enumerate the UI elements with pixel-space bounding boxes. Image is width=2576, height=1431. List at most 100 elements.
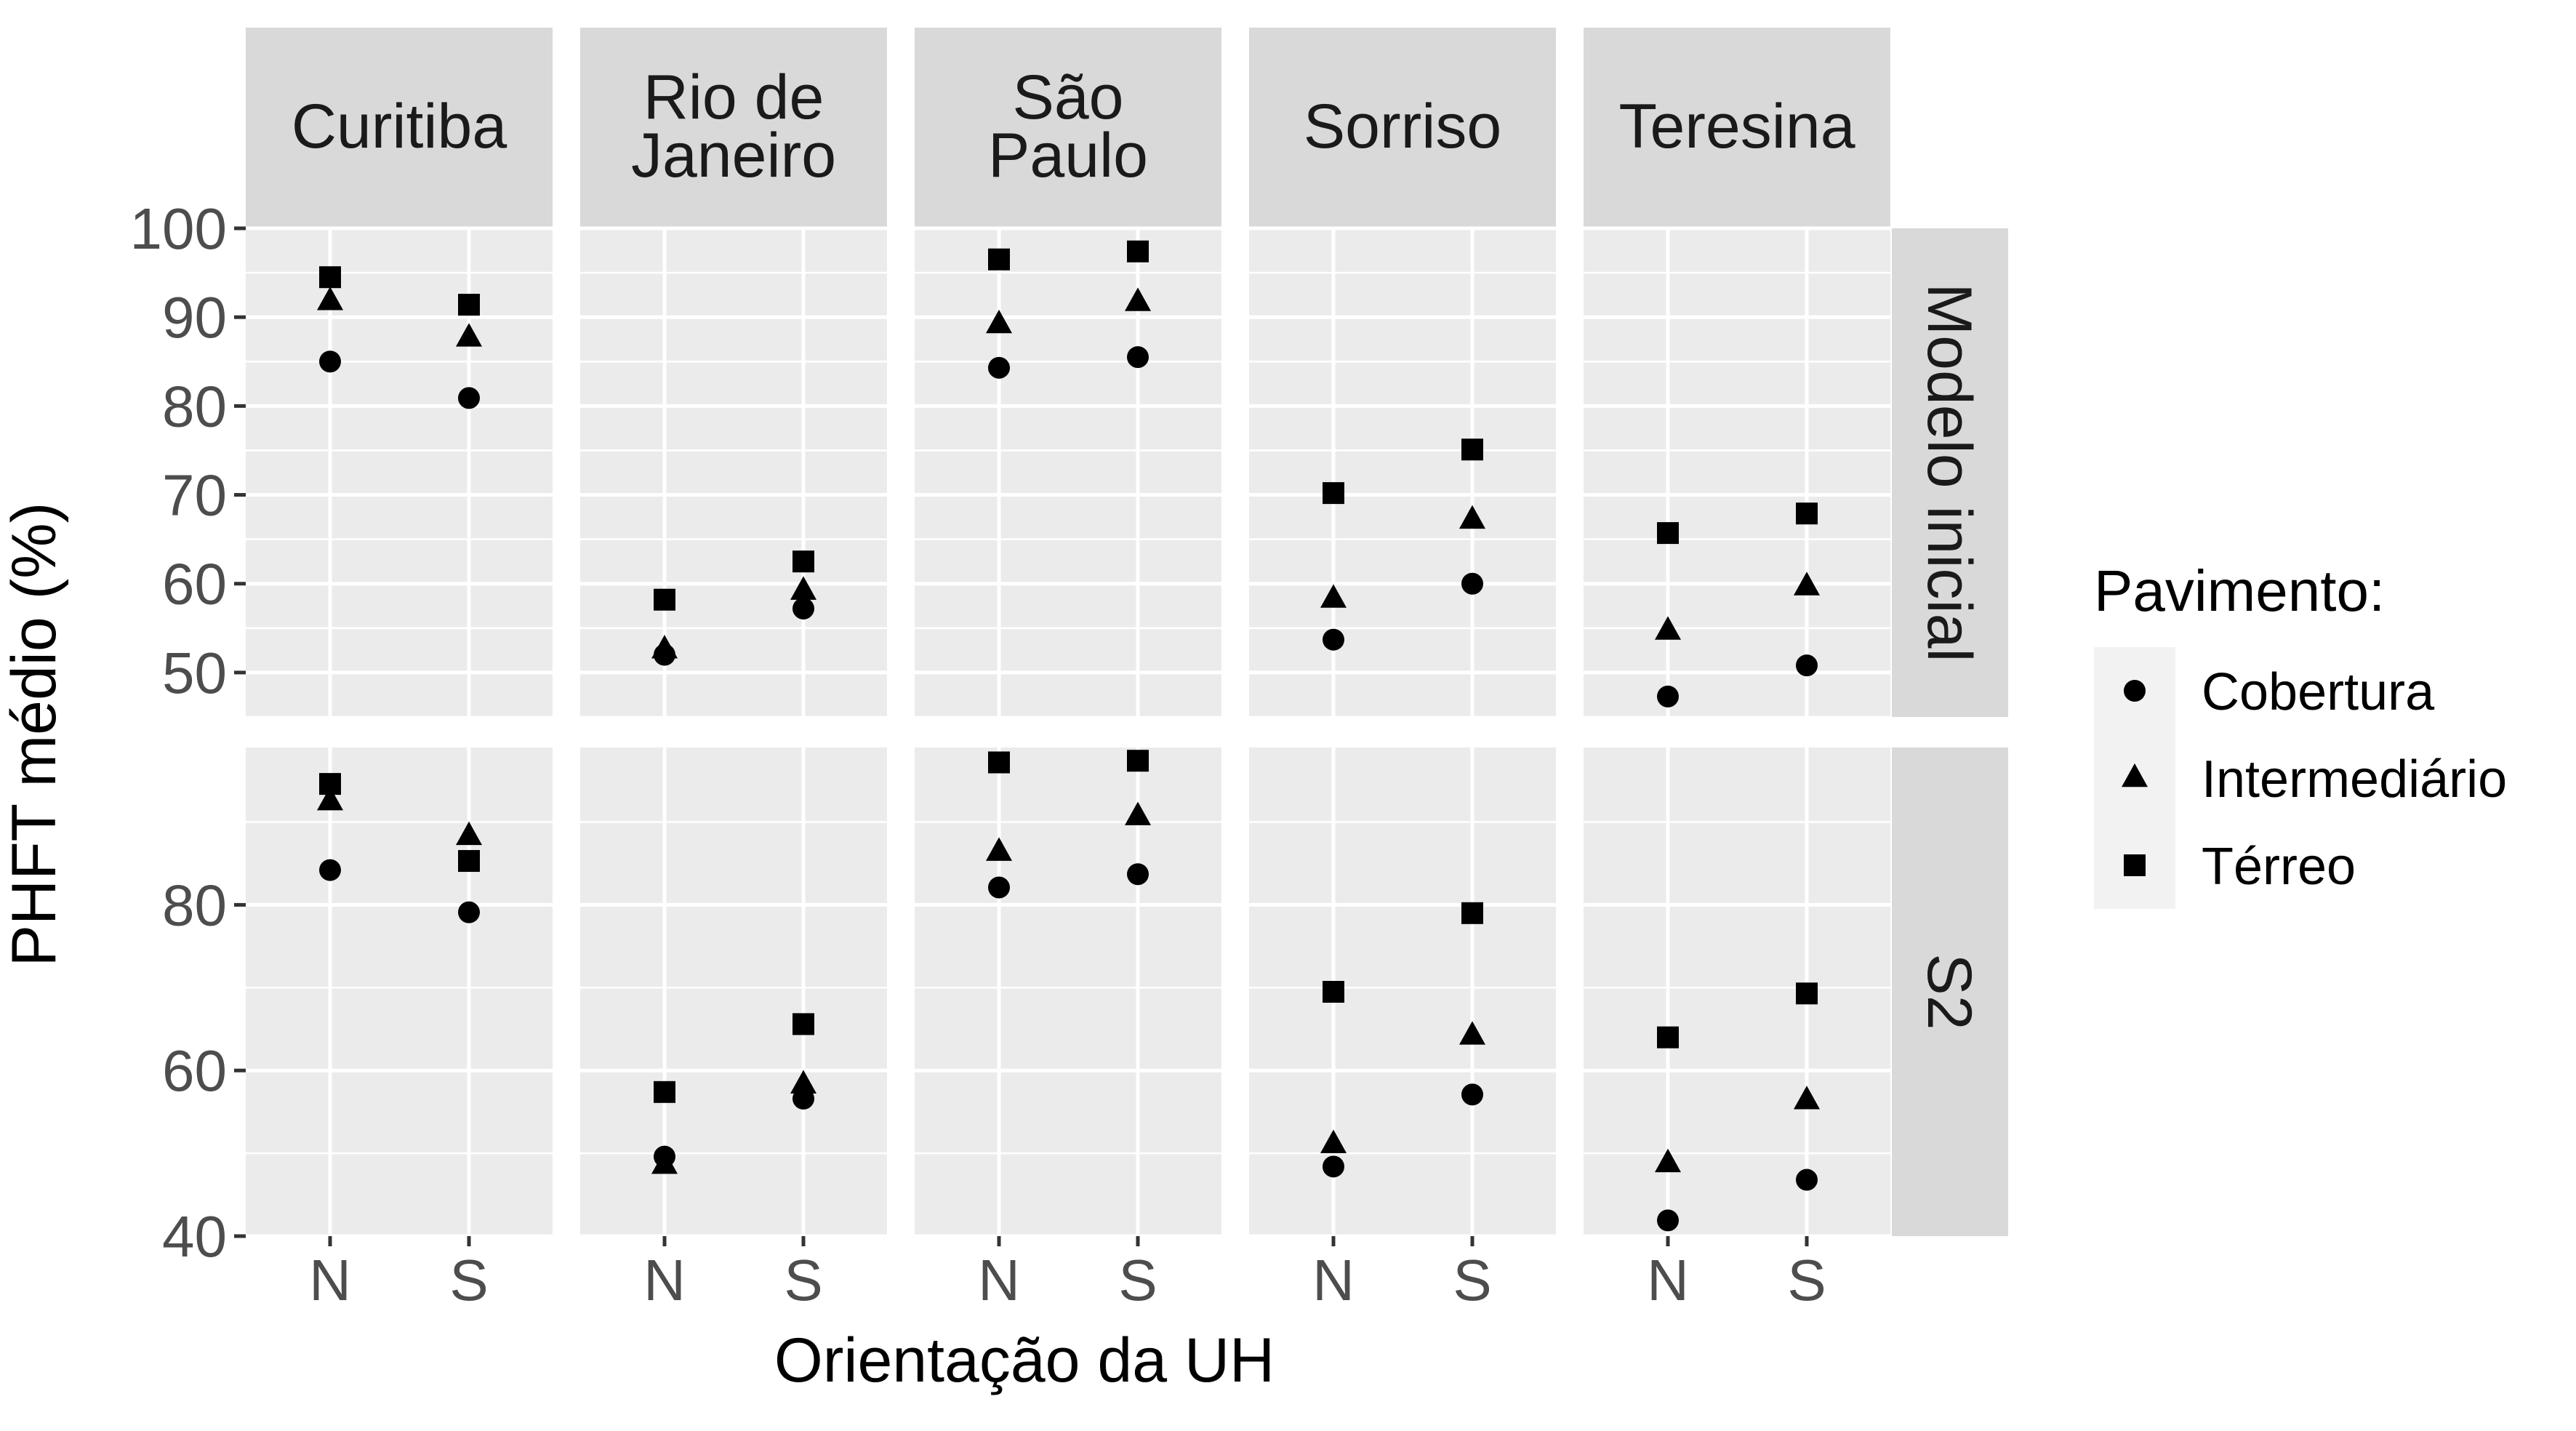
x-tick-label: S (784, 1248, 822, 1312)
data-point-térreo (988, 751, 1010, 774)
column-strip-label: Curitiba (292, 92, 507, 161)
row-strip-label: Modelo inicial (1914, 283, 1984, 662)
column-strip-label: Sorriso (1304, 92, 1501, 161)
data-point-intermediário (790, 576, 816, 600)
data-point-intermediário (986, 837, 1012, 861)
data-point-térreo (458, 850, 480, 873)
x-tick-label: N (643, 1248, 686, 1312)
x-tick-label: N (1647, 1248, 1689, 1312)
row-strip (1892, 228, 2008, 717)
column-strip-label: São (1012, 63, 1123, 132)
data-point-térreo (1127, 750, 1149, 772)
y-tick-label: 80 (162, 873, 227, 937)
data-point-intermediário (1655, 1148, 1681, 1173)
y-tick-label: 60 (162, 552, 227, 617)
x-tick-label: N (309, 1248, 351, 1312)
y-tick-label: 50 (162, 641, 227, 705)
data-point-intermediário (651, 635, 678, 659)
panel-background (915, 228, 1221, 717)
data-point-cobertura (1127, 863, 1149, 886)
data-point-térreo (1657, 1026, 1679, 1049)
data-point-cobertura (1127, 346, 1149, 369)
y-tick-label: 90 (162, 285, 227, 350)
column-strip (580, 28, 887, 227)
data-point-intermediário (790, 1070, 816, 1094)
x-axis-title: Orientação da UH (774, 1326, 1275, 1395)
data-point-cobertura (1323, 628, 1344, 651)
y-tick-label: 100 (130, 196, 227, 261)
facet-panel (246, 747, 553, 1238)
data-point-térreo (1323, 981, 1344, 1003)
data-point-térreo (1127, 240, 1149, 262)
data-point-intermediário (1320, 584, 1347, 608)
data-point-cobertura (988, 876, 1010, 899)
data-point-térreo (1461, 438, 1483, 461)
panel-background (246, 228, 553, 717)
x-tick-label: N (978, 1248, 1020, 1312)
data-point-cobertura (1323, 1155, 1344, 1178)
data-point-cobertura (1657, 1209, 1679, 1232)
data-point-intermediário (651, 1150, 678, 1174)
column-strip-label: Teresina (1618, 92, 1855, 161)
data-point-cobertura (1796, 1169, 1818, 1191)
legend-entry-label: Térreo (2202, 838, 2356, 896)
x-tick-label: S (1453, 1248, 1491, 1312)
column-strip-label: Rio de (643, 63, 824, 132)
column-strip-label: Janeiro (631, 121, 836, 191)
data-point-térreo (988, 248, 1010, 270)
data-point-cobertura (1657, 685, 1679, 708)
data-point-térreo (793, 1013, 814, 1035)
panel-background (1584, 747, 1890, 1236)
panel-background (580, 228, 887, 717)
x-tick-label: S (1787, 1248, 1826, 1312)
data-point-térreo (1796, 502, 1818, 525)
data-point-térreo (654, 588, 675, 611)
data-point-térreo (654, 1081, 675, 1103)
column-strip (915, 28, 1221, 227)
panel-background (246, 747, 553, 1236)
row-strip (1892, 747, 2008, 1236)
data-point-intermediário (1125, 801, 1151, 825)
facet-panel (915, 747, 1221, 1238)
data-point-intermediário (1125, 287, 1151, 311)
y-tick-label: 40 (162, 1204, 227, 1269)
y-axis-title: PHFT médio (%) (0, 502, 69, 967)
data-point-cobertura (1461, 572, 1483, 595)
facet-panel (1249, 226, 1556, 718)
data-point-térreo (1461, 902, 1483, 924)
facet-panel (580, 747, 887, 1238)
data-point-térreo (458, 294, 480, 316)
data-point-térreo (1657, 522, 1679, 545)
data-point-cobertura (793, 597, 814, 620)
data-point-térreo (319, 773, 341, 795)
data-point-térreo (793, 550, 814, 573)
column-strip (1249, 28, 1556, 227)
data-point-cobertura (458, 901, 480, 923)
axes: 50 60 70 80 90 100 N S N S N S N S N S 40 60 80 (130, 196, 1826, 1312)
data-point-intermediário (456, 323, 482, 347)
data-point-intermediário (317, 786, 343, 811)
panel-background (1249, 747, 1556, 1236)
legend-entry-label: Intermediário (2202, 750, 2507, 809)
y-tick-label: 70 (162, 463, 227, 528)
data-point-cobertura (1461, 1083, 1483, 1106)
legend-key-intermediário (2122, 763, 2148, 787)
facet-panel (580, 226, 887, 718)
column-strip (246, 28, 553, 227)
legend: Pavimento: Cobertura Intermediário Térreo (2094, 558, 2507, 909)
facet-panel (915, 226, 1221, 718)
data-point-intermediário (1794, 572, 1820, 596)
facet-panel (1584, 747, 1890, 1238)
data-point-intermediário (456, 821, 482, 846)
column-strip (1584, 28, 1890, 227)
data-point-térreo (1796, 982, 1818, 1005)
data-point-intermediário (1655, 616, 1681, 640)
data-point-térreo (319, 266, 341, 289)
data-point-cobertura (458, 387, 480, 409)
column-strip-label: Paulo (988, 121, 1148, 191)
x-tick-label: S (449, 1248, 488, 1312)
facet-panel (246, 226, 553, 718)
x-tick-label: S (1118, 1248, 1157, 1312)
